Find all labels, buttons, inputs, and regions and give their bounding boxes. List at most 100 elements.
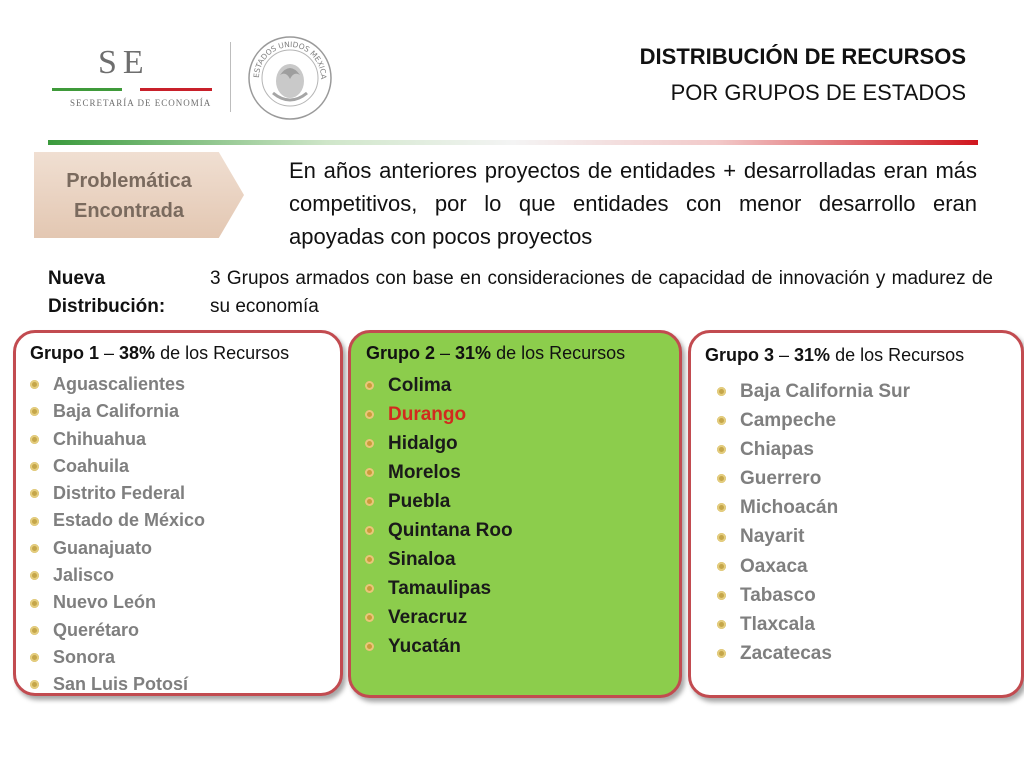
list-item: Estado de México	[30, 507, 205, 534]
list-item: Durango	[365, 400, 513, 429]
group-1-suffix: de los Recursos	[155, 343, 290, 363]
list-item: Sinaloa	[365, 545, 513, 574]
state-name: Quintana Roo	[388, 520, 513, 541]
state-name: Yucatán	[388, 636, 461, 657]
state-name: Tlaxcala	[740, 613, 815, 635]
bullet-icon	[30, 571, 39, 581]
state-name: Veracruz	[388, 607, 468, 628]
list-item: Veracruz	[365, 603, 513, 632]
state-name: Coahuila	[53, 455, 130, 476]
list-item: San Luis Potosí	[30, 671, 205, 698]
bullet-icon	[30, 489, 39, 499]
nueva-label-line-2: Distribución:	[48, 296, 166, 317]
state-name: Jalisco	[53, 565, 115, 586]
header-divider	[230, 42, 231, 112]
bullet-icon	[365, 468, 374, 477]
problem-description: En años anteriores proyectos de entidade…	[289, 158, 977, 249]
list-item: Nayarit	[717, 522, 910, 551]
tag-text: Problemática Encontrada	[34, 166, 224, 226]
bullet-icon	[30, 380, 39, 390]
group-3-percent: 31%	[794, 345, 831, 365]
group-2-percent: 31%	[455, 343, 492, 363]
state-name: Oaxaca	[740, 555, 808, 577]
logo-green-line	[52, 88, 122, 91]
bullet-icon	[30, 543, 39, 553]
bullet-icon	[365, 555, 374, 564]
list-item: Baja California Sur	[717, 377, 910, 406]
tag-line-2: Encontrada	[73, 200, 185, 222]
state-name: Estado de México	[53, 510, 206, 531]
state-name: Tabasco	[740, 584, 816, 606]
tag-arrow-shape	[34, 152, 244, 238]
group-1-state-list: Aguascalientes Baja California Chihuahua Co…	[30, 371, 205, 699]
state-name: Colima	[388, 375, 452, 396]
list-item: Tamaulipas	[365, 574, 513, 603]
bullet-icon	[365, 613, 374, 622]
bullet-icon	[717, 590, 726, 600]
group-1-name: Grupo 1	[30, 343, 100, 363]
list-item: Baja California	[30, 398, 205, 425]
group-3-dash: –	[774, 345, 795, 365]
state-name: Nayarit	[740, 526, 805, 548]
group-2-name: Grupo 2	[366, 343, 436, 363]
state-name: Baja California	[53, 401, 180, 422]
state-name: Campeche	[740, 410, 837, 432]
list-item: Campeche	[717, 406, 910, 435]
group-2-dash: –	[435, 343, 456, 363]
bullet-icon	[365, 439, 374, 448]
bullet-icon	[717, 503, 726, 513]
bullet-icon	[365, 642, 374, 651]
state-name: Tamaulipas	[388, 578, 492, 599]
group-1-title: Grupo 1 – 38% de los Recursos	[30, 343, 289, 364]
list-item: Yucatán	[365, 632, 513, 661]
bullet-icon	[30, 434, 39, 444]
state-name: Chihuahua	[53, 428, 146, 449]
tag-line-1: Problemática	[66, 170, 192, 192]
page-title: DISTRIBUCIÓN DE RECURSOS	[639, 44, 966, 69]
list-item: Chihuahua	[30, 426, 205, 453]
bullet-icon	[30, 653, 39, 663]
group-2-state-list: Colima Durango Hidalgo Morelos Puebla Quintan…	[365, 371, 513, 661]
state-name: Hidalgo	[388, 433, 458, 454]
state-name: Baja California Sur	[740, 381, 910, 402]
state-name: Sinaloa	[388, 549, 456, 570]
list-item: Jalisco	[30, 562, 205, 589]
group-3-suffix: de los Recursos	[830, 345, 965, 365]
bullet-icon	[365, 526, 374, 535]
group-3-name: Grupo 3	[705, 345, 775, 365]
state-name: Michoacán	[740, 497, 839, 519]
bullet-icon	[365, 497, 374, 506]
state-name: Sonora	[53, 646, 116, 667]
list-item: Quintana Roo	[365, 516, 513, 545]
list-item: Nuevo León	[30, 589, 205, 616]
nueva-distribucion-label: Nueva Distribución:	[48, 265, 165, 321]
group-3-state-list: Baja California Sur Campeche Chiapas Guerre…	[717, 377, 910, 668]
group-2-suffix: de los Recursos	[491, 343, 626, 363]
group-2-title: Grupo 2 – 31% de los Recursos	[366, 343, 625, 364]
bullet-icon	[717, 474, 726, 484]
bullet-icon	[30, 625, 39, 635]
list-item: Tabasco	[717, 581, 910, 610]
state-name: Guerrero	[740, 468, 822, 490]
list-item: Colima	[365, 371, 513, 400]
list-item: Coahuila	[30, 453, 205, 480]
group-1-percent: 38%	[119, 343, 156, 363]
state-name: San Luis Potosí	[53, 674, 189, 695]
problematica-tag: Problemática Encontrada	[34, 152, 244, 238]
list-item: Aguascalientes	[30, 371, 205, 398]
bullet-icon	[30, 598, 39, 608]
list-item: Morelos	[365, 458, 513, 487]
bullet-icon	[365, 584, 374, 593]
group-3-box: Grupo 3 – 31% de los Recursos Baja Calif…	[688, 330, 1024, 698]
state-name: Puebla	[388, 491, 451, 512]
list-item: Sonora	[30, 644, 205, 671]
state-name: Aguascalientes	[53, 374, 186, 394]
logo-se-text: SE	[98, 44, 150, 81]
group-1-dash: –	[99, 343, 120, 363]
bullet-icon	[365, 410, 374, 419]
bullet-icon	[30, 462, 39, 472]
bullet-icon	[717, 416, 726, 426]
state-name: Zacatecas	[740, 642, 832, 664]
list-item: Guerrero	[717, 464, 910, 493]
list-item: Zacatecas	[717, 639, 910, 668]
